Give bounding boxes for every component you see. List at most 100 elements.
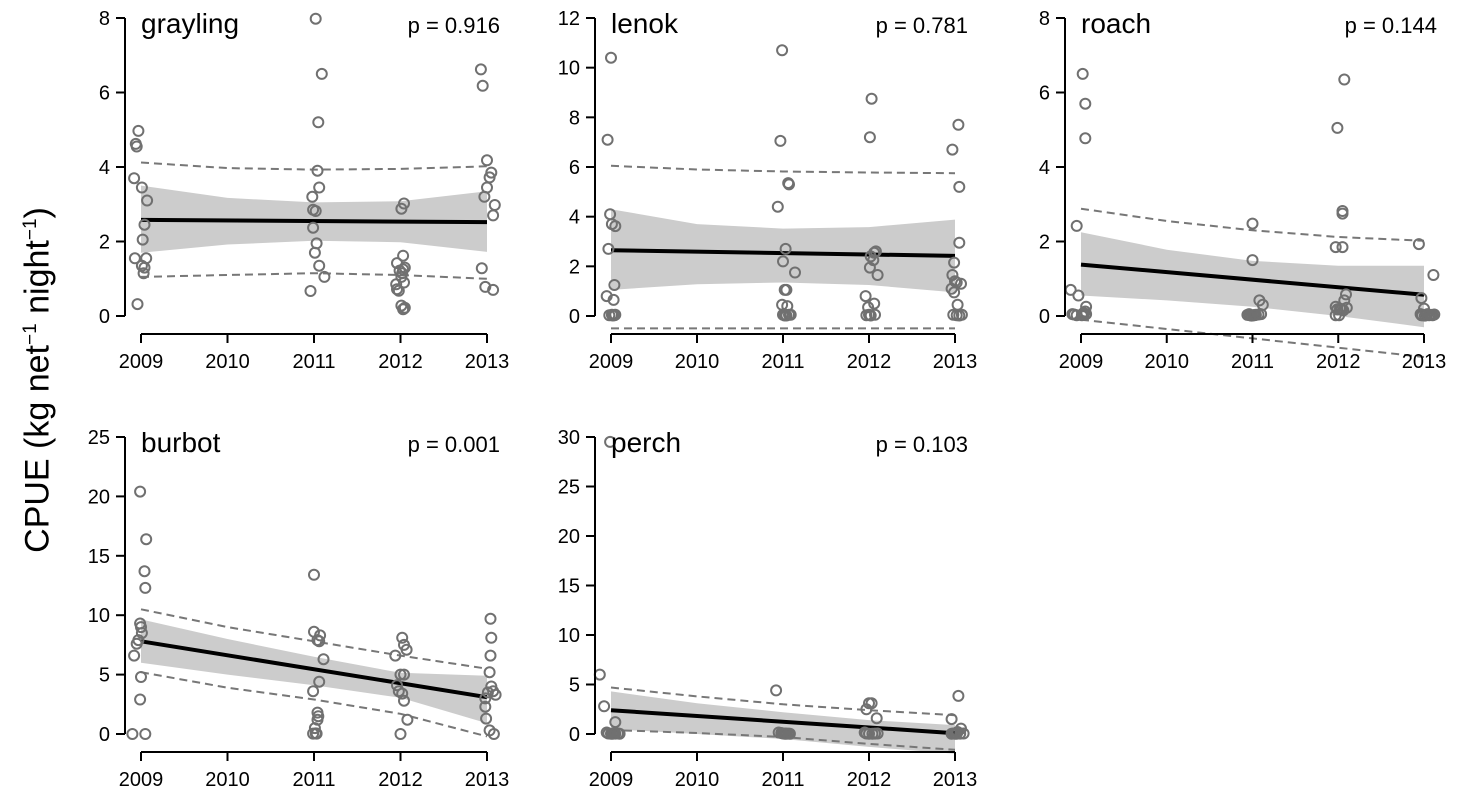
data-point — [487, 283, 500, 296]
prediction-interval-lower — [140, 272, 488, 280]
data-point — [134, 693, 147, 706]
y-tick-label: 2 — [1039, 232, 1050, 254]
data-point — [135, 621, 147, 634]
data-point — [1415, 292, 1428, 305]
data-point — [946, 143, 959, 156]
data-point — [485, 631, 498, 644]
data-point — [869, 308, 881, 321]
data-point — [779, 242, 792, 255]
data-point — [945, 713, 958, 726]
panel-roach: 0 2 4 6 8 2009 2010 2011 2012 2013 roach p = 0.144 — [1039, 8, 1446, 373]
data-point — [607, 727, 620, 740]
data-point — [140, 533, 153, 546]
data-point — [1246, 254, 1259, 267]
data-point — [952, 118, 965, 131]
y-tick-label: 0 — [99, 724, 110, 746]
data-point — [957, 727, 970, 740]
data-point — [398, 694, 410, 707]
data-point — [137, 267, 150, 280]
data-point — [141, 194, 154, 207]
y-axis-label: CPUE (kg net−1 night−1) — [19, 207, 58, 553]
panel-title: lenok — [611, 8, 679, 39]
data-point — [862, 301, 875, 314]
data-point — [481, 154, 493, 167]
data-point — [401, 713, 414, 726]
data-point — [1329, 309, 1342, 322]
panel-perch: 0 5 10 15 20 25 30 2009 2010 2011 2012 2013 perch p =… — [558, 427, 978, 791]
data-point — [484, 612, 497, 625]
x-tick-label: 2009 — [119, 351, 164, 373]
data-point — [948, 256, 961, 269]
panel-lenok: 0 2 4 6 8 10 12 2009 2010 2011 2012 2013 lenok p = 0.… — [558, 8, 978, 373]
y-axis-label-mid: night — [18, 240, 57, 324]
data-point — [135, 181, 148, 194]
data-point — [784, 308, 797, 321]
data-point — [309, 205, 322, 217]
data-point — [859, 290, 872, 303]
x-tick-label: 2013 — [933, 351, 978, 373]
y-tick-label: 10 — [558, 625, 580, 647]
data-point — [307, 685, 320, 698]
regression-line — [610, 708, 956, 736]
data-point — [317, 653, 330, 666]
data-point — [487, 728, 500, 740]
x-tick-label: 2012 — [378, 769, 423, 791]
panel-grayling: 0 2 4 6 8 2009 2010 2011 2012 2013 grayling p = 0.9… — [99, 8, 509, 373]
data-point — [132, 124, 145, 137]
data-point — [777, 255, 789, 268]
y-tick-label: 15 — [558, 576, 580, 598]
plot-area — [610, 686, 956, 754]
prediction-interval-upper — [610, 686, 956, 717]
data-point — [779, 727, 792, 740]
data-point — [950, 309, 963, 322]
y-tick-label: 6 — [99, 83, 110, 105]
x-tick-label: 2013 — [465, 769, 510, 791]
p-value-annotation: p = 0.103 — [876, 432, 968, 457]
data-point — [310, 727, 323, 740]
data-point — [1079, 97, 1092, 110]
data-point — [783, 178, 795, 191]
data-point — [134, 485, 147, 498]
y-tick-label: 6 — [1039, 83, 1050, 105]
plot-area — [140, 161, 488, 280]
data-point — [135, 671, 147, 683]
data-point — [394, 728, 407, 740]
data-point — [135, 627, 148, 639]
data-point — [1246, 217, 1259, 230]
data-point — [309, 12, 322, 25]
data-point — [945, 727, 958, 740]
data-point — [392, 284, 405, 297]
data-point — [1338, 73, 1351, 86]
prediction-interval-upper — [610, 164, 956, 175]
data-point — [315, 67, 328, 80]
data-point — [1412, 238, 1425, 251]
y-tick-label: 2 — [569, 256, 580, 278]
data-point — [397, 249, 410, 262]
data-point — [609, 220, 622, 233]
x-tick-label: 2012 — [847, 769, 892, 791]
x-tick-label: 2009 — [119, 769, 164, 791]
data-point — [604, 435, 617, 448]
data-point — [1070, 219, 1083, 232]
data-point — [394, 668, 407, 681]
data-point — [608, 309, 621, 322]
data-point — [318, 270, 331, 283]
y-tick-label: 0 — [1039, 306, 1050, 328]
data-point — [128, 172, 141, 185]
data-point — [608, 279, 621, 291]
data-point — [780, 283, 793, 296]
data-point — [952, 689, 965, 702]
data-point — [395, 202, 408, 215]
x-tick-label: 2012 — [1316, 351, 1361, 373]
data-point — [138, 218, 151, 231]
data-point — [602, 242, 615, 255]
y-tick-label: 30 — [558, 427, 580, 449]
data-point — [391, 679, 403, 692]
p-value-annotation: p = 0.916 — [408, 13, 500, 38]
data-point — [779, 308, 792, 321]
data-point — [129, 137, 142, 150]
y-tick-label: 4 — [1039, 157, 1050, 179]
data-point — [1336, 241, 1349, 254]
data-point — [1426, 309, 1439, 322]
